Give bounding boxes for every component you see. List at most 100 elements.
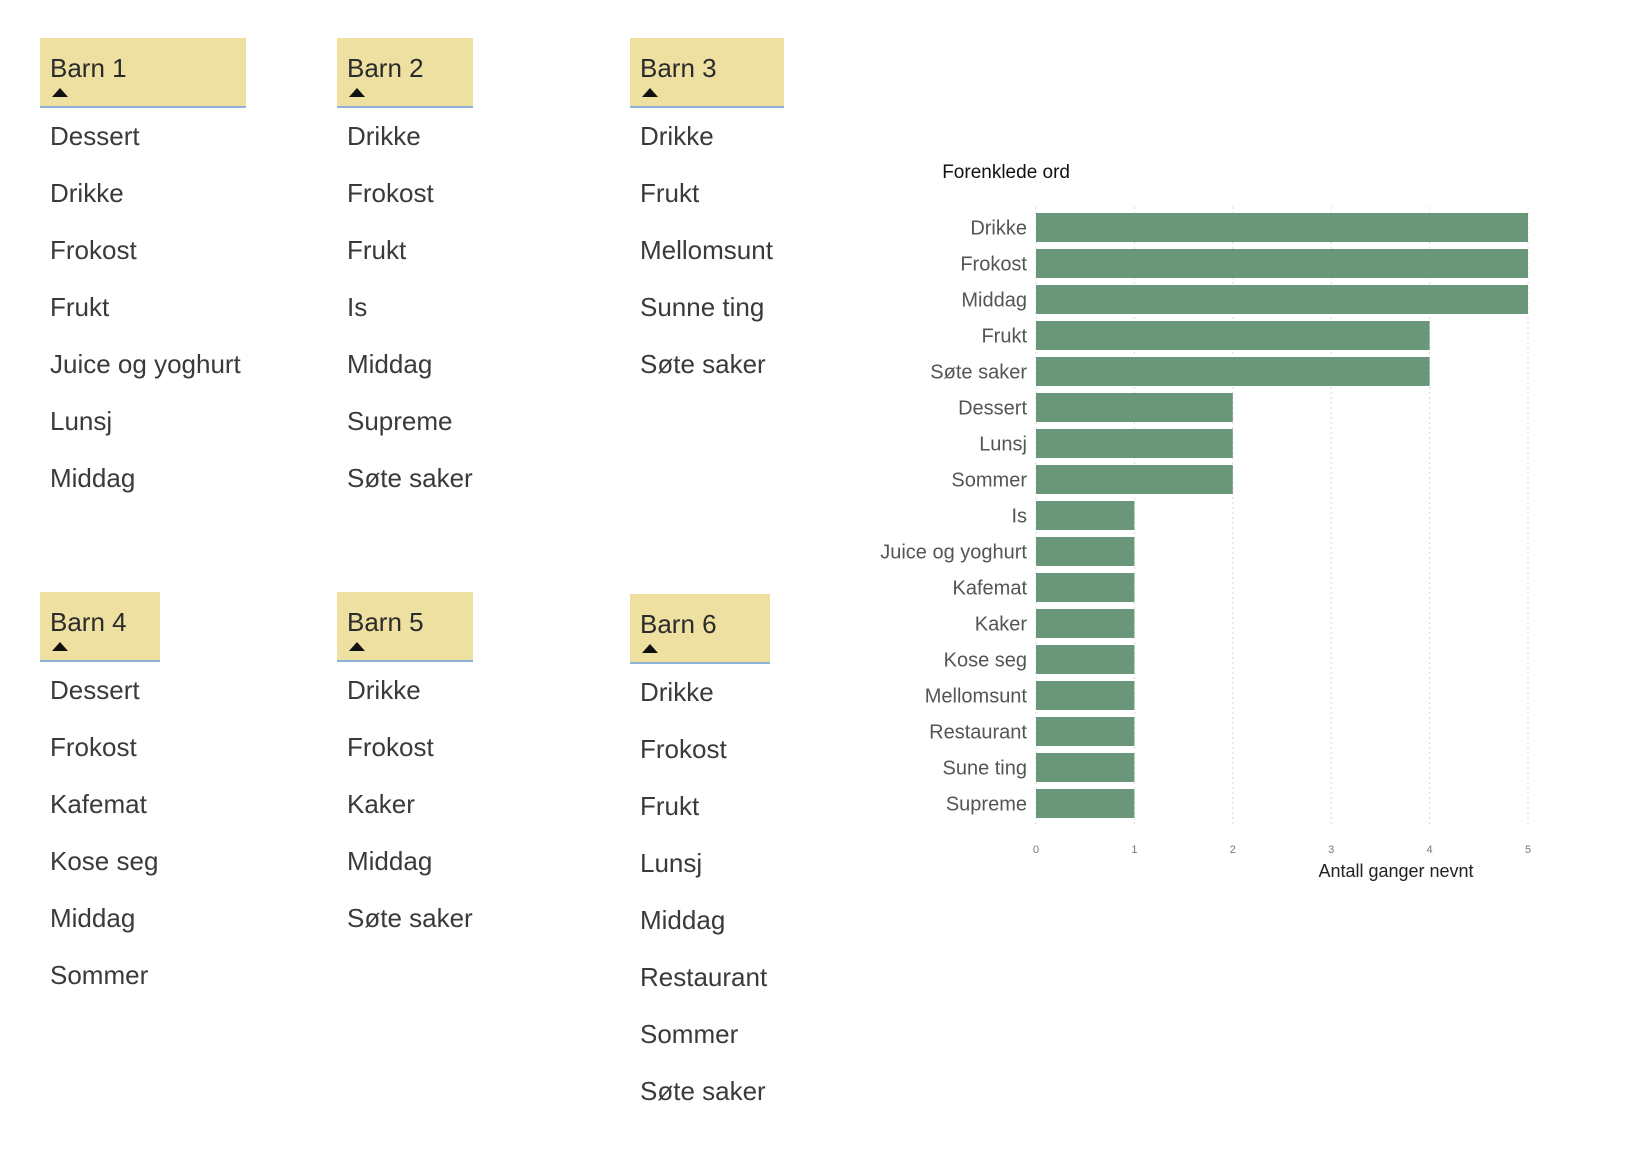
bar[interactable] [1036,213,1528,242]
bar[interactable] [1036,789,1135,818]
table-row[interactable]: Søte saker [347,463,473,493]
table-row[interactable]: Frukt [640,178,700,208]
bar-category-label: Restaurant [929,722,1027,744]
x-tick-label: 2 [1230,844,1236,856]
bar[interactable] [1036,393,1233,422]
bar[interactable] [1036,717,1135,746]
sort-ascending-icon[interactable] [642,88,658,97]
bar-category-label: Drikke [970,218,1027,240]
bar[interactable] [1036,429,1233,458]
table-header-label: Barn 6 [640,609,717,639]
table-row[interactable]: Frukt [50,292,110,322]
table-rows: Dessert Frokost Kafemat Kose seg Middag Somme… [40,662,160,1004]
sort-ascending-icon[interactable] [642,644,658,653]
table-row[interactable]: Dessert [50,121,140,151]
table-row[interactable]: Middag [50,463,136,493]
table-row[interactable]: Drikke [640,677,714,707]
table-row[interactable]: Søte saker [640,349,766,379]
sort-ascending-icon[interactable] [52,88,68,97]
bar[interactable] [1036,321,1430,350]
bar-category-label: Supreme [946,794,1027,816]
table-row[interactable]: Dessert [50,675,140,705]
bar[interactable] [1036,645,1135,674]
bar[interactable] [1036,753,1135,782]
table-header[interactable]: Barn 5 [337,592,473,662]
table-row[interactable]: Sommer [640,1019,739,1049]
table-header[interactable]: Barn 3 [630,38,784,108]
table-barn-4: Barn 4 Dessert Frokost Kafemat Kose seg Midd… [40,592,160,1004]
table-header-label: Barn 5 [347,607,424,637]
table-row[interactable]: Kose seg [50,846,159,876]
table-header[interactable]: Barn 1 [40,38,246,108]
bar-category-label: Mellomsunt [925,686,1028,708]
bar[interactable] [1036,501,1135,530]
bar[interactable] [1036,681,1135,710]
table-row[interactable]: Restaurant [640,962,768,992]
table-header[interactable]: Barn 4 [40,592,160,662]
sort-ascending-icon[interactable] [349,88,365,97]
table-row[interactable]: Drikke [347,121,421,151]
table-row[interactable]: Is [347,292,368,322]
table-rows: Drikke Frokost Kaker Middag Søte saker [337,662,473,947]
table-row[interactable]: Mellomsunt [640,235,773,265]
bar-category-label: Kafemat [953,578,1028,600]
bar-category-label: Sommer [951,470,1027,492]
bar[interactable] [1036,609,1135,638]
x-tick-label: 4 [1427,844,1433,856]
table-row[interactable]: Sunne ting [640,292,765,322]
table-row[interactable]: Søte saker [640,1076,766,1106]
bar-category-label: Dessert [958,398,1027,420]
table-row[interactable]: Frokost [347,732,434,762]
bar-category-label: Kose seg [944,650,1027,672]
table-row[interactable]: Middag [347,349,433,379]
bar-category-label: Kaker [975,614,1028,636]
table-row[interactable]: Frokost [50,235,137,265]
table-header-label: Barn 2 [347,53,424,83]
table-row[interactable]: Kafemat [50,789,147,819]
table-row[interactable]: Middag [50,903,136,933]
table-header-label: Barn 3 [640,53,717,83]
table-row[interactable]: Kaker [347,789,415,819]
x-tick-label: 1 [1131,844,1137,856]
table-row[interactable]: Søte saker [347,903,473,933]
table-row[interactable]: Frukt [347,235,407,265]
table-barn-1: Barn 1 Dessert Drikke Frokost Frukt Juice og… [40,38,246,507]
table-row[interactable]: Frukt [640,791,700,821]
bar-category-label: Frukt [981,326,1027,348]
bar[interactable] [1036,573,1135,602]
bar[interactable] [1036,285,1528,314]
table-row[interactable]: Drikke [640,121,714,151]
table-row[interactable]: Lunsj [640,848,703,878]
table-row[interactable]: Frokost [640,734,727,764]
table-row[interactable]: Lunsj [50,406,113,436]
bar[interactable] [1036,249,1528,278]
bar[interactable] [1036,465,1233,494]
sort-ascending-icon[interactable] [349,642,365,651]
table-row[interactable]: Drikke [50,178,124,208]
table-row[interactable]: Sommer [50,960,149,990]
bar-category-label: Lunsj [979,434,1027,456]
x-axis-ticks: 0 1 2 3 4 5 [1033,844,1531,856]
table-header-label: Barn 4 [50,607,127,637]
table-row[interactable]: Frokost [50,732,137,762]
bar-chart: Forenklede ord Drikke Frokost Middag Frukt S… [880,162,1531,881]
category-labels: Drikke Frokost Middag Frukt Søte saker Desser… [880,218,1027,816]
table-row[interactable]: Supreme [347,406,453,436]
chart-title: Forenklede ord [942,162,1070,183]
table-rows: Drikke Frukt Mellomsunt Sunne ting Søte sake… [630,108,784,393]
table-barn-5: Barn 5 Drikke Frokost Kaker Middag Søte sake… [337,592,473,947]
bar[interactable] [1036,537,1135,566]
sort-ascending-icon[interactable] [52,642,68,651]
bar-category-label: Is [1011,506,1027,528]
bar-category-label: Frokost [960,254,1027,276]
bar[interactable] [1036,357,1430,386]
table-header-label: Barn 1 [50,53,127,83]
table-row[interactable]: Drikke [347,675,421,705]
table-row[interactable]: Middag [347,846,433,876]
bar-category-label: Middag [961,290,1027,312]
table-row[interactable]: Juice og yoghurt [50,349,241,379]
table-row[interactable]: Middag [640,905,726,935]
table-header[interactable]: Barn 6 [630,594,770,664]
table-header[interactable]: Barn 2 [337,38,473,108]
table-row[interactable]: Frokost [347,178,434,208]
